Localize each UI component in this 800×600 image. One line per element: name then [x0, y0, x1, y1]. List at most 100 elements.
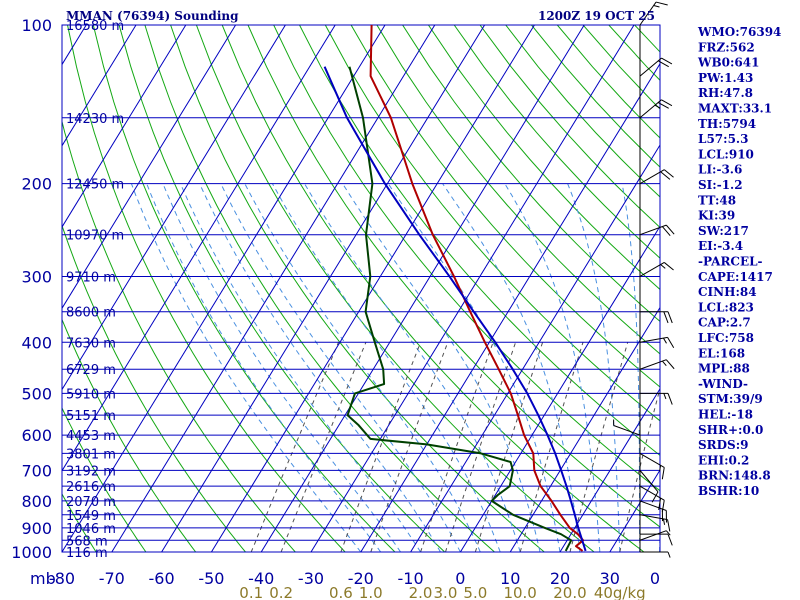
dry-adiabat — [170, 25, 545, 552]
wind-barb — [640, 311, 673, 324]
pressure-tick-label: 800 — [21, 492, 52, 511]
wind-barb — [639, 485, 665, 513]
sounding-index: CAPE:1417 — [698, 270, 773, 284]
isotherm — [360, 62, 660, 552]
wind-barb — [639, 99, 673, 119]
series-dewpoint — [346, 66, 573, 552]
isotherm — [161, 25, 486, 552]
pressure-tick-label: 100 — [21, 16, 52, 35]
sounding-index: SI:-1.2 — [698, 178, 743, 192]
sounding-index: WMO:76394 — [697, 25, 781, 39]
temperature-tick-label: -70 — [99, 569, 125, 588]
isotherm — [111, 25, 436, 552]
mixing-ratio-label: 0.1 — [239, 584, 263, 600]
moist-adiabat — [271, 183, 501, 552]
isotherm — [310, 25, 635, 552]
sounding-index: STM:39/9 — [698, 392, 763, 406]
sounding-index: RH:47.8 — [698, 86, 753, 100]
sounding-index: BSHR:10 — [698, 484, 759, 498]
sounding-index: EHI:0.2 — [698, 453, 749, 467]
sounding-index: L57:5.3 — [698, 132, 748, 146]
moist-adiabat — [659, 517, 660, 552]
wind-barb — [640, 392, 673, 405]
mixing-ratio-label: 1.0 — [359, 584, 383, 600]
moist-adiabat — [342, 183, 541, 552]
moist-adiabat — [130, 183, 362, 552]
isotherm — [62, 25, 386, 552]
sounding-index: LCL:823 — [698, 300, 754, 314]
sounding-index: MAXT:33.1 — [698, 102, 772, 116]
sounding-index: -PARCEL- — [698, 255, 763, 269]
sounding-index: TT:48 — [698, 193, 736, 207]
height-label: 9710 m — [66, 270, 116, 285]
wind-barb — [639, 224, 675, 236]
wind-barb — [639, 169, 674, 185]
mixing-ratio-label: 2.0 — [409, 584, 433, 600]
wind-barb — [639, 470, 659, 503]
sounding-index: FRZ:562 — [698, 40, 755, 54]
isotherm — [509, 306, 660, 552]
height-label: 5151 m — [66, 409, 116, 424]
temperature-tick-label: -80 — [49, 569, 75, 588]
sounding-index: LI:-3.6 — [698, 163, 742, 177]
height-label: 4453 m — [66, 429, 116, 444]
series-parcel — [323, 66, 587, 552]
isotherm — [210, 25, 535, 552]
wind-barb — [613, 419, 641, 436]
temperature-tick-label: 0 — [455, 569, 465, 588]
wind-barb — [640, 551, 671, 558]
mixing-ratio-label: 0.2 — [269, 584, 293, 600]
valid-time: 1200Z 19 OCT 25 — [538, 9, 655, 23]
dry-adiabat — [118, 25, 446, 552]
temperature-tick-label: -10 — [398, 569, 424, 588]
height-label: 568 m — [66, 534, 108, 549]
mixing-ratio-label: 5.0 — [463, 584, 487, 600]
wind-barb — [639, 452, 665, 480]
moist-adiabat — [179, 183, 422, 552]
temperature-tick-label: -50 — [198, 569, 224, 588]
mixing-ratio-line — [445, 342, 517, 552]
temperature-tick-label: 10 — [500, 569, 520, 588]
wind-barb — [639, 57, 673, 77]
temperature-tick-label: 20 — [550, 569, 570, 588]
sounding-index: LFC:758 — [698, 331, 754, 345]
isotherm — [62, 25, 336, 472]
mixing-ratio-label: 0.6 — [329, 584, 353, 600]
sounding-index: EL:168 — [698, 346, 745, 360]
y-axis-unit-label: mb — [30, 569, 56, 588]
mixing-ratio-line — [619, 386, 660, 552]
wind-barb — [639, 530, 671, 541]
pressure-tick-label: 200 — [21, 175, 52, 194]
height-label: 14230 m — [66, 112, 124, 127]
pressure-tick-label: 500 — [21, 384, 52, 403]
isotherm — [62, 25, 137, 147]
mixing-ratio-label: 10.0 — [503, 584, 536, 600]
temperature-tick-label-end: 0 — [650, 569, 660, 588]
sounding-index: WB0:641 — [697, 56, 759, 70]
height-label: 7630 m — [66, 336, 116, 351]
dry-adiabat — [92, 25, 396, 552]
plot-frame — [61, 24, 661, 553]
isotherm — [260, 25, 585, 552]
pressure-tick-label: 400 — [21, 333, 52, 352]
height-label: 3801 m — [66, 447, 116, 462]
pressure-tick-label: 600 — [21, 426, 52, 445]
moist-adiabat — [199, 183, 441, 552]
height-label: 8600 m — [66, 306, 116, 321]
series-temperature — [369, 25, 585, 552]
wind-barb — [639, 1, 668, 26]
sounding-index: CAP:2.7 — [698, 316, 751, 330]
sounding-index: BRN:148.8 — [698, 469, 771, 483]
wind-profile — [613, 1, 675, 558]
isotherm — [62, 25, 237, 310]
isotherm — [62, 25, 187, 228]
temperature-tick-label: -40 — [248, 569, 274, 588]
wind-barb — [640, 533, 673, 546]
temperature-tick-label: -60 — [149, 569, 175, 588]
height-label: 12450 m — [66, 178, 124, 193]
isotherm — [559, 387, 660, 552]
sounding-index: TH:5794 — [698, 117, 756, 131]
